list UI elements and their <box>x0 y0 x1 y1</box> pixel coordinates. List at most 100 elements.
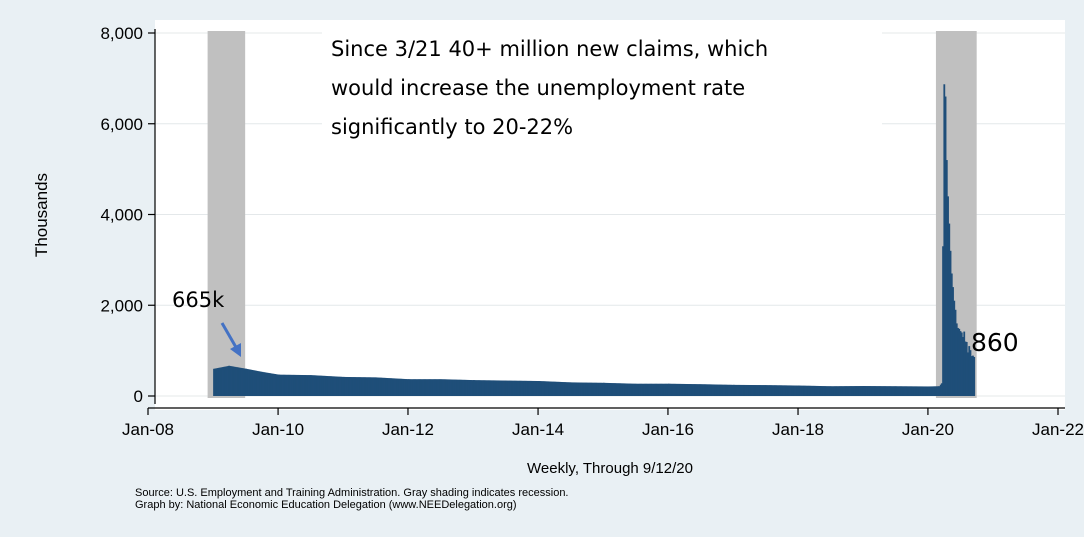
claims-bar <box>845 386 847 396</box>
claims-bar <box>386 378 389 396</box>
claims-bar <box>862 386 865 396</box>
claims-bar <box>552 381 555 396</box>
claims-bar <box>769 385 771 396</box>
claims-bar <box>923 386 926 396</box>
claims-bar <box>965 342 968 396</box>
claims-bar <box>446 379 449 396</box>
claims-bar <box>470 380 473 396</box>
claims-bar <box>667 383 670 396</box>
claims-bar <box>867 386 870 396</box>
claims-bar <box>483 380 485 396</box>
claims-bar <box>302 375 305 396</box>
claims-bar <box>952 287 954 396</box>
claims-bar <box>541 381 544 396</box>
claims-bar <box>405 379 407 396</box>
claims-bar <box>567 382 570 396</box>
claims-bar <box>350 377 353 396</box>
claims-bar <box>944 96 947 397</box>
claims-bar <box>711 384 714 396</box>
claims-bar <box>671 383 674 396</box>
claims-bar <box>603 382 605 396</box>
claims-bar <box>376 377 379 396</box>
claims-bar <box>351 377 354 396</box>
x-tick-label: Jan-18 <box>772 420 824 439</box>
claims-bar <box>760 385 763 396</box>
claims-bar <box>281 374 284 396</box>
claims-bar <box>465 379 468 396</box>
claims-bar <box>751 385 754 396</box>
claims-bar <box>783 385 786 396</box>
claims-bar <box>685 383 688 396</box>
claims-bar <box>733 384 735 396</box>
claims-bar <box>932 386 935 396</box>
claims-bar <box>434 379 436 396</box>
claims-bar <box>847 386 850 396</box>
claims-bar <box>638 383 641 396</box>
claims-bar <box>536 381 539 396</box>
claims-bar <box>309 375 312 396</box>
claims-bar <box>412 379 415 396</box>
claims-bar <box>610 383 613 396</box>
claims-bar <box>658 383 661 396</box>
claims-bar <box>532 380 535 396</box>
claims-bar <box>240 367 243 396</box>
claims-bar <box>724 384 726 396</box>
claims-bar <box>745 384 748 396</box>
claims-bar <box>375 377 378 396</box>
claims-bar <box>942 246 944 396</box>
claims-bar <box>929 386 931 396</box>
claims-bar <box>364 377 367 396</box>
claims-bar <box>440 379 443 396</box>
claims-bar <box>516 380 519 396</box>
claims-bar <box>755 385 758 396</box>
claims-bar <box>586 382 589 396</box>
claims-bar <box>611 383 614 396</box>
claims-bar <box>406 379 409 396</box>
claims-bar <box>279 374 282 396</box>
claims-bar <box>666 383 669 396</box>
claims-bar <box>521 380 524 396</box>
claims-bar <box>827 386 830 396</box>
claims-bar <box>488 380 490 396</box>
claims-bar <box>538 381 540 396</box>
annotation-box <box>322 22 882 152</box>
claims-bar <box>973 356 976 396</box>
claims-bar <box>235 367 238 396</box>
claims-bar <box>327 376 330 396</box>
claims-bar <box>881 386 884 396</box>
claims-bar <box>383 377 386 396</box>
claims-bar <box>213 368 215 396</box>
claims-bar <box>591 382 594 396</box>
claims-bar <box>721 384 724 396</box>
claims-bar <box>771 385 774 396</box>
claims-bar <box>293 374 295 396</box>
claims-bar <box>815 385 818 396</box>
claims-bar <box>739 384 742 396</box>
claims-bar <box>462 379 465 396</box>
source-line-1: Source: U.S. Employment and Training Adm… <box>135 487 569 499</box>
claims-bar <box>378 377 381 396</box>
claims-bar <box>807 385 810 396</box>
claims-bar <box>333 376 336 396</box>
claims-bar <box>289 374 292 396</box>
claims-bar <box>672 383 675 396</box>
claims-bar <box>447 379 450 396</box>
claims-bar <box>432 379 435 396</box>
claims-bar <box>341 376 344 396</box>
claims-bar <box>826 386 829 396</box>
claims-bar <box>367 377 370 396</box>
claims-bar <box>427 379 430 396</box>
claims-bar <box>690 384 693 396</box>
claims-bar <box>356 377 359 396</box>
claims-bar <box>898 386 901 396</box>
claims-bar <box>767 385 770 396</box>
claims-bar <box>535 380 538 396</box>
claims-bar <box>604 382 607 396</box>
claims-bar <box>727 384 730 396</box>
claims-bar <box>510 380 513 396</box>
claims-bar <box>656 383 659 396</box>
claims-bar <box>523 380 526 396</box>
claims-bar <box>821 386 824 396</box>
claims-bar <box>830 386 833 396</box>
claims-bar <box>243 368 246 396</box>
